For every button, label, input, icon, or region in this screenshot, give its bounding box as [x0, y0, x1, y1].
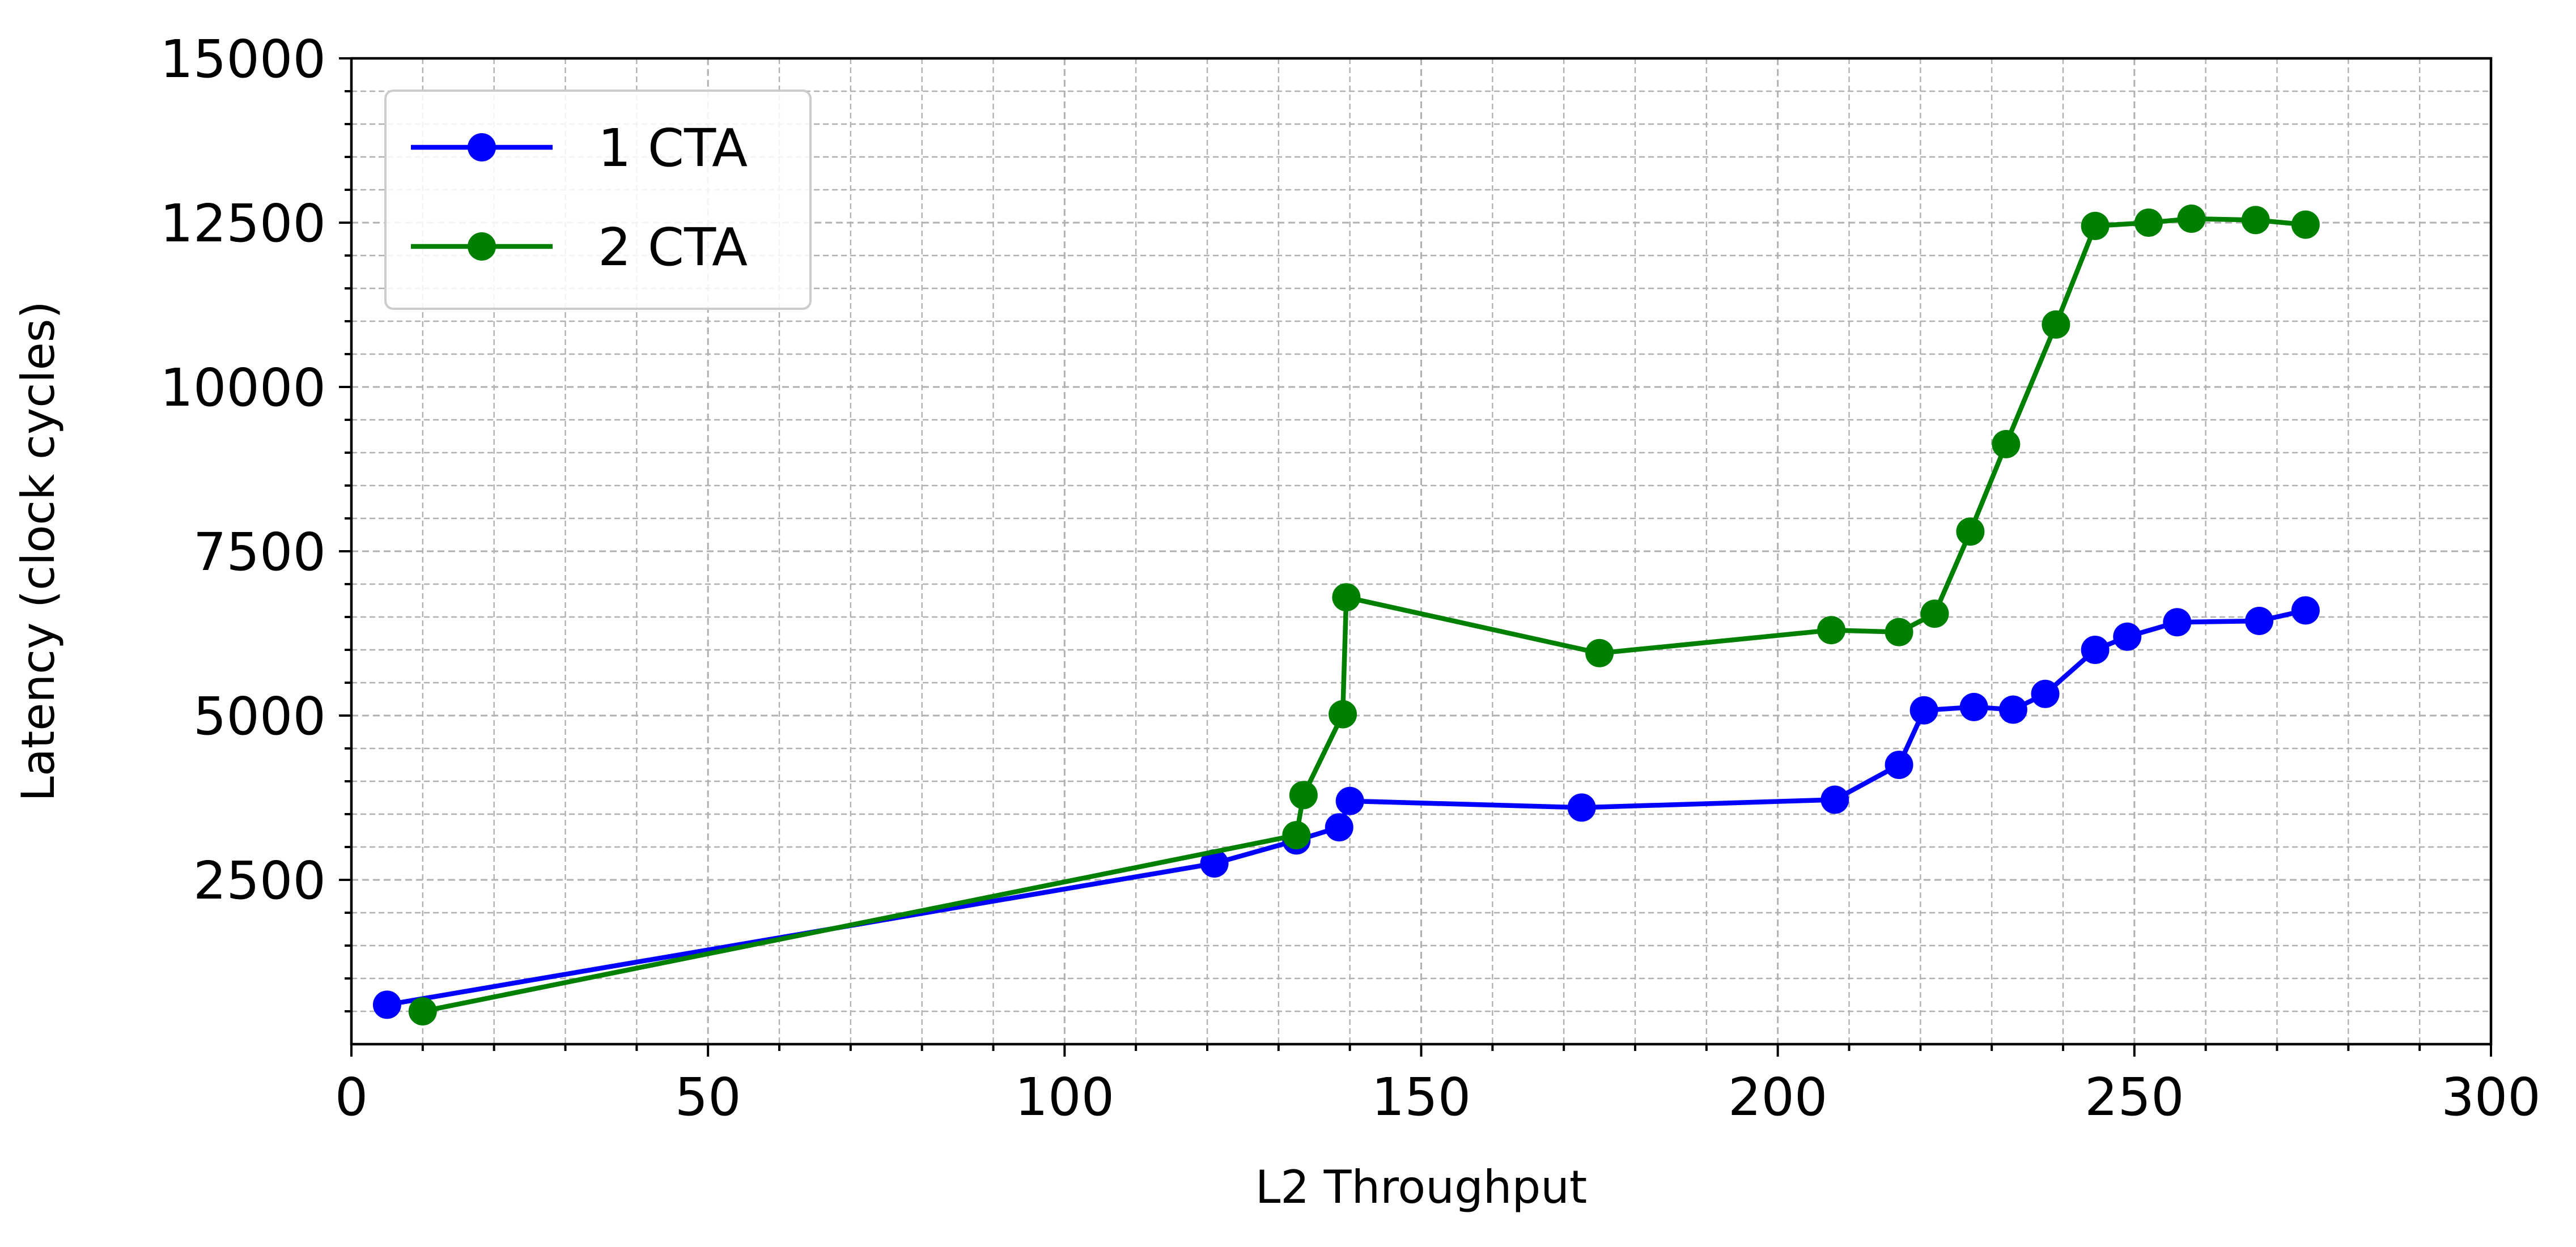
data-point: [2081, 211, 2110, 240]
axis-ticks: [339, 57, 2492, 1057]
data-point: [2081, 636, 2110, 664]
x-tick-label: 250: [2085, 1067, 2184, 1127]
data-point: [2177, 205, 2206, 233]
series-1: [372, 596, 2320, 1019]
x-tick-label: 150: [1372, 1067, 1471, 1127]
data-point: [1959, 692, 1988, 721]
data-point: [1332, 583, 1361, 612]
data-point: [2113, 622, 2142, 651]
x-tick-label: 50: [675, 1067, 741, 1127]
data-point: [1998, 695, 2027, 724]
legend-label: 2 CTA: [598, 217, 748, 278]
x-tick-label: 300: [2441, 1067, 2541, 1127]
data-point: [408, 997, 437, 1025]
y-axis-label: Latency (clock cycles): [12, 301, 65, 801]
series-2: [408, 205, 2320, 1025]
legend-label: 1 CTA: [598, 118, 748, 178]
data-point: [1200, 849, 1229, 878]
data-point: [1289, 781, 1318, 810]
data-point: [1817, 616, 1846, 645]
data-point: [2134, 208, 2163, 237]
data-point: [1956, 517, 1985, 546]
data-point: [2291, 210, 2320, 239]
data-point: [1282, 821, 1311, 850]
data-point: [2245, 606, 2274, 635]
y-tick-label: 15000: [160, 29, 326, 90]
data-point: [1920, 599, 1949, 628]
data-point: [1885, 618, 1913, 646]
y-tick-label: 5000: [193, 686, 326, 747]
data-point: [1909, 696, 1938, 725]
grid-lines: [351, 58, 2491, 1044]
y-tick-label: 2500: [193, 850, 326, 911]
legend-marker: [468, 133, 496, 161]
series-layer: [372, 205, 2320, 1025]
data-point: [2241, 206, 2270, 235]
legend: 1 CTA 2 CTA: [384, 90, 812, 310]
x-tick-label: 200: [1728, 1067, 1828, 1127]
legend-item: 2 CTA: [411, 217, 748, 278]
y-tick-label: 10000: [160, 357, 326, 418]
x-axis-label: L2 Throughput: [1255, 1161, 1588, 1214]
data-point: [2042, 310, 2070, 339]
legend-item: 1 CTA: [411, 118, 748, 178]
legend-marker: [468, 232, 496, 261]
data-point: [1992, 429, 2021, 458]
tick-labels: 0 50 100 150 200 250 300 2500 5000 7500 10000 12500…: [160, 29, 2540, 1127]
data-point: [1885, 751, 1913, 779]
data-point: [2163, 608, 2192, 637]
y-tick-label: 12500: [160, 193, 326, 254]
y-tick-label: 7500: [193, 522, 326, 582]
x-tick-label: 100: [1015, 1067, 1115, 1127]
data-point: [1335, 786, 1364, 815]
data-point: [1329, 700, 1357, 729]
data-point: [2291, 596, 2320, 625]
data-point: [1567, 793, 1596, 822]
data-point: [1820, 785, 1849, 814]
data-point: [2031, 679, 2060, 708]
data-point: [1325, 813, 1353, 842]
x-tick-label: 0: [335, 1067, 368, 1127]
data-point: [372, 990, 401, 1019]
data-point: [1585, 639, 1614, 667]
